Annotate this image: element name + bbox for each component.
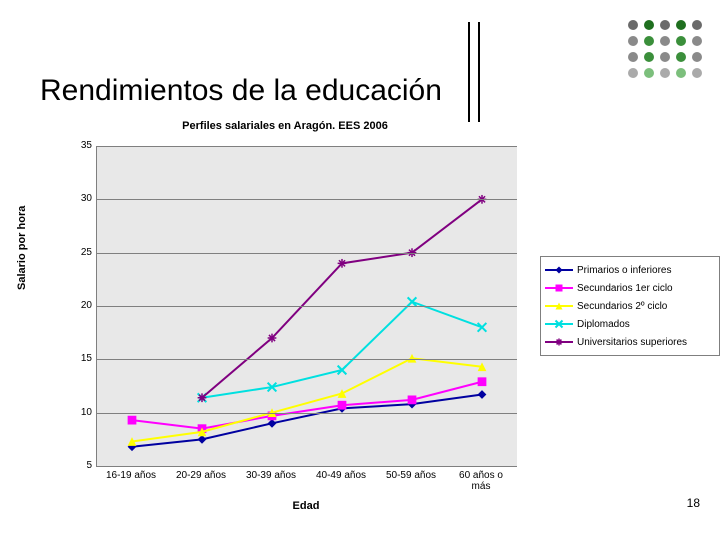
x-tick-label: 30-39 años: [241, 470, 301, 481]
legend-label: Diplomados: [577, 319, 630, 330]
legend-item: Secundarios 1er ciclo: [545, 279, 715, 297]
legend-label: Secundarios 1er ciclo: [577, 283, 673, 294]
legend-item: Secundarios 2º ciclo: [545, 297, 715, 315]
legend-label: Universitarios superiores: [577, 337, 687, 348]
y-tick-label: 15: [52, 353, 92, 364]
slide: Rendimientos de la educación Perfiles sa…: [0, 0, 720, 540]
y-tick-label: 25: [52, 247, 92, 258]
y-tick-label: 10: [52, 407, 92, 418]
x-tick-label: 16-19 años: [101, 470, 161, 481]
chart-title: Perfiles salariales en Aragón. EES 2006: [0, 120, 570, 132]
x-axis-label: Edad: [96, 500, 516, 512]
legend-item: Primarios o inferiores: [545, 261, 715, 279]
chart-legend: Primarios o inferiores Secundarios 1er ci…: [540, 256, 720, 356]
corner-decoration: [628, 20, 702, 84]
x-tick-label: 50-59 años: [381, 470, 441, 481]
y-tick-label: 30: [52, 193, 92, 204]
y-axis-label: Salario por hora: [16, 206, 28, 290]
chart-plot-area: [96, 146, 517, 467]
x-tick-label: 20-29 años: [171, 470, 231, 481]
y-tick-label: 20: [52, 300, 92, 311]
rule-vertical: [478, 22, 480, 122]
y-tick-label: 5: [52, 460, 92, 471]
page-number: 18: [687, 496, 700, 510]
rule-vertical: [468, 22, 470, 122]
legend-item: Universitarios superiores: [545, 333, 715, 351]
x-tick-label: 60 años o más: [451, 470, 511, 492]
x-tick-label: 40-49 años: [311, 470, 371, 481]
y-tick-label: 35: [52, 140, 92, 151]
legend-label: Secundarios 2º ciclo: [577, 301, 667, 312]
page-title: Rendimientos de la educación: [40, 74, 442, 108]
legend-item: Diplomados: [545, 315, 715, 333]
legend-label: Primarios o inferiores: [577, 265, 671, 276]
